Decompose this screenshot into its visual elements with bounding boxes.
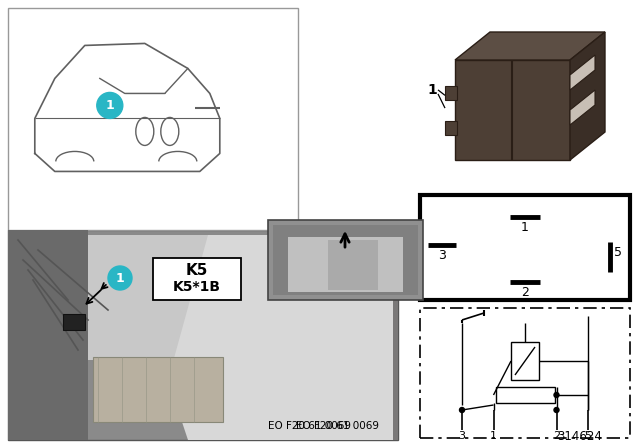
Bar — [288, 237, 403, 292]
Bar — [63, 314, 85, 330]
Polygon shape — [570, 32, 605, 160]
Circle shape — [108, 266, 132, 290]
Bar — [273, 225, 418, 295]
Bar — [93, 357, 223, 422]
Bar — [420, 308, 630, 438]
Text: 2: 2 — [521, 285, 529, 298]
Bar — [298, 230, 398, 440]
Bar — [511, 342, 539, 380]
Text: K5: K5 — [186, 263, 208, 277]
Bar — [8, 8, 298, 230]
Bar — [420, 8, 630, 190]
Text: 1: 1 — [521, 220, 529, 233]
Text: 1: 1 — [116, 271, 124, 284]
Circle shape — [554, 408, 559, 413]
Bar — [8, 230, 88, 440]
Bar — [8, 230, 398, 440]
Text: 3: 3 — [458, 431, 465, 441]
Bar — [455, 60, 570, 160]
Text: K5*1B: K5*1B — [173, 280, 221, 294]
Circle shape — [97, 92, 123, 118]
Bar — [495, 387, 554, 403]
Bar — [153, 258, 241, 300]
Text: 1: 1 — [106, 99, 114, 112]
Bar — [13, 235, 393, 360]
Text: 1: 1 — [490, 431, 497, 441]
Polygon shape — [455, 32, 605, 60]
Text: EO F20 61 0069: EO F20 61 0069 — [296, 421, 380, 431]
Text: 5: 5 — [584, 431, 591, 441]
Text: 5: 5 — [614, 246, 622, 259]
Bar — [445, 86, 457, 100]
Polygon shape — [168, 235, 393, 440]
Text: 1: 1 — [427, 83, 437, 97]
Text: 314624: 314624 — [557, 430, 602, 443]
Text: 3: 3 — [438, 249, 446, 262]
Bar — [420, 195, 630, 300]
Circle shape — [554, 392, 559, 397]
Text: 2: 2 — [553, 431, 560, 441]
Bar — [328, 240, 378, 290]
Polygon shape — [570, 55, 595, 90]
Circle shape — [460, 408, 465, 413]
Polygon shape — [570, 90, 595, 125]
Text: EO F20 61 0069: EO F20 61 0069 — [269, 421, 351, 431]
Bar — [268, 220, 423, 300]
Bar — [445, 121, 457, 135]
